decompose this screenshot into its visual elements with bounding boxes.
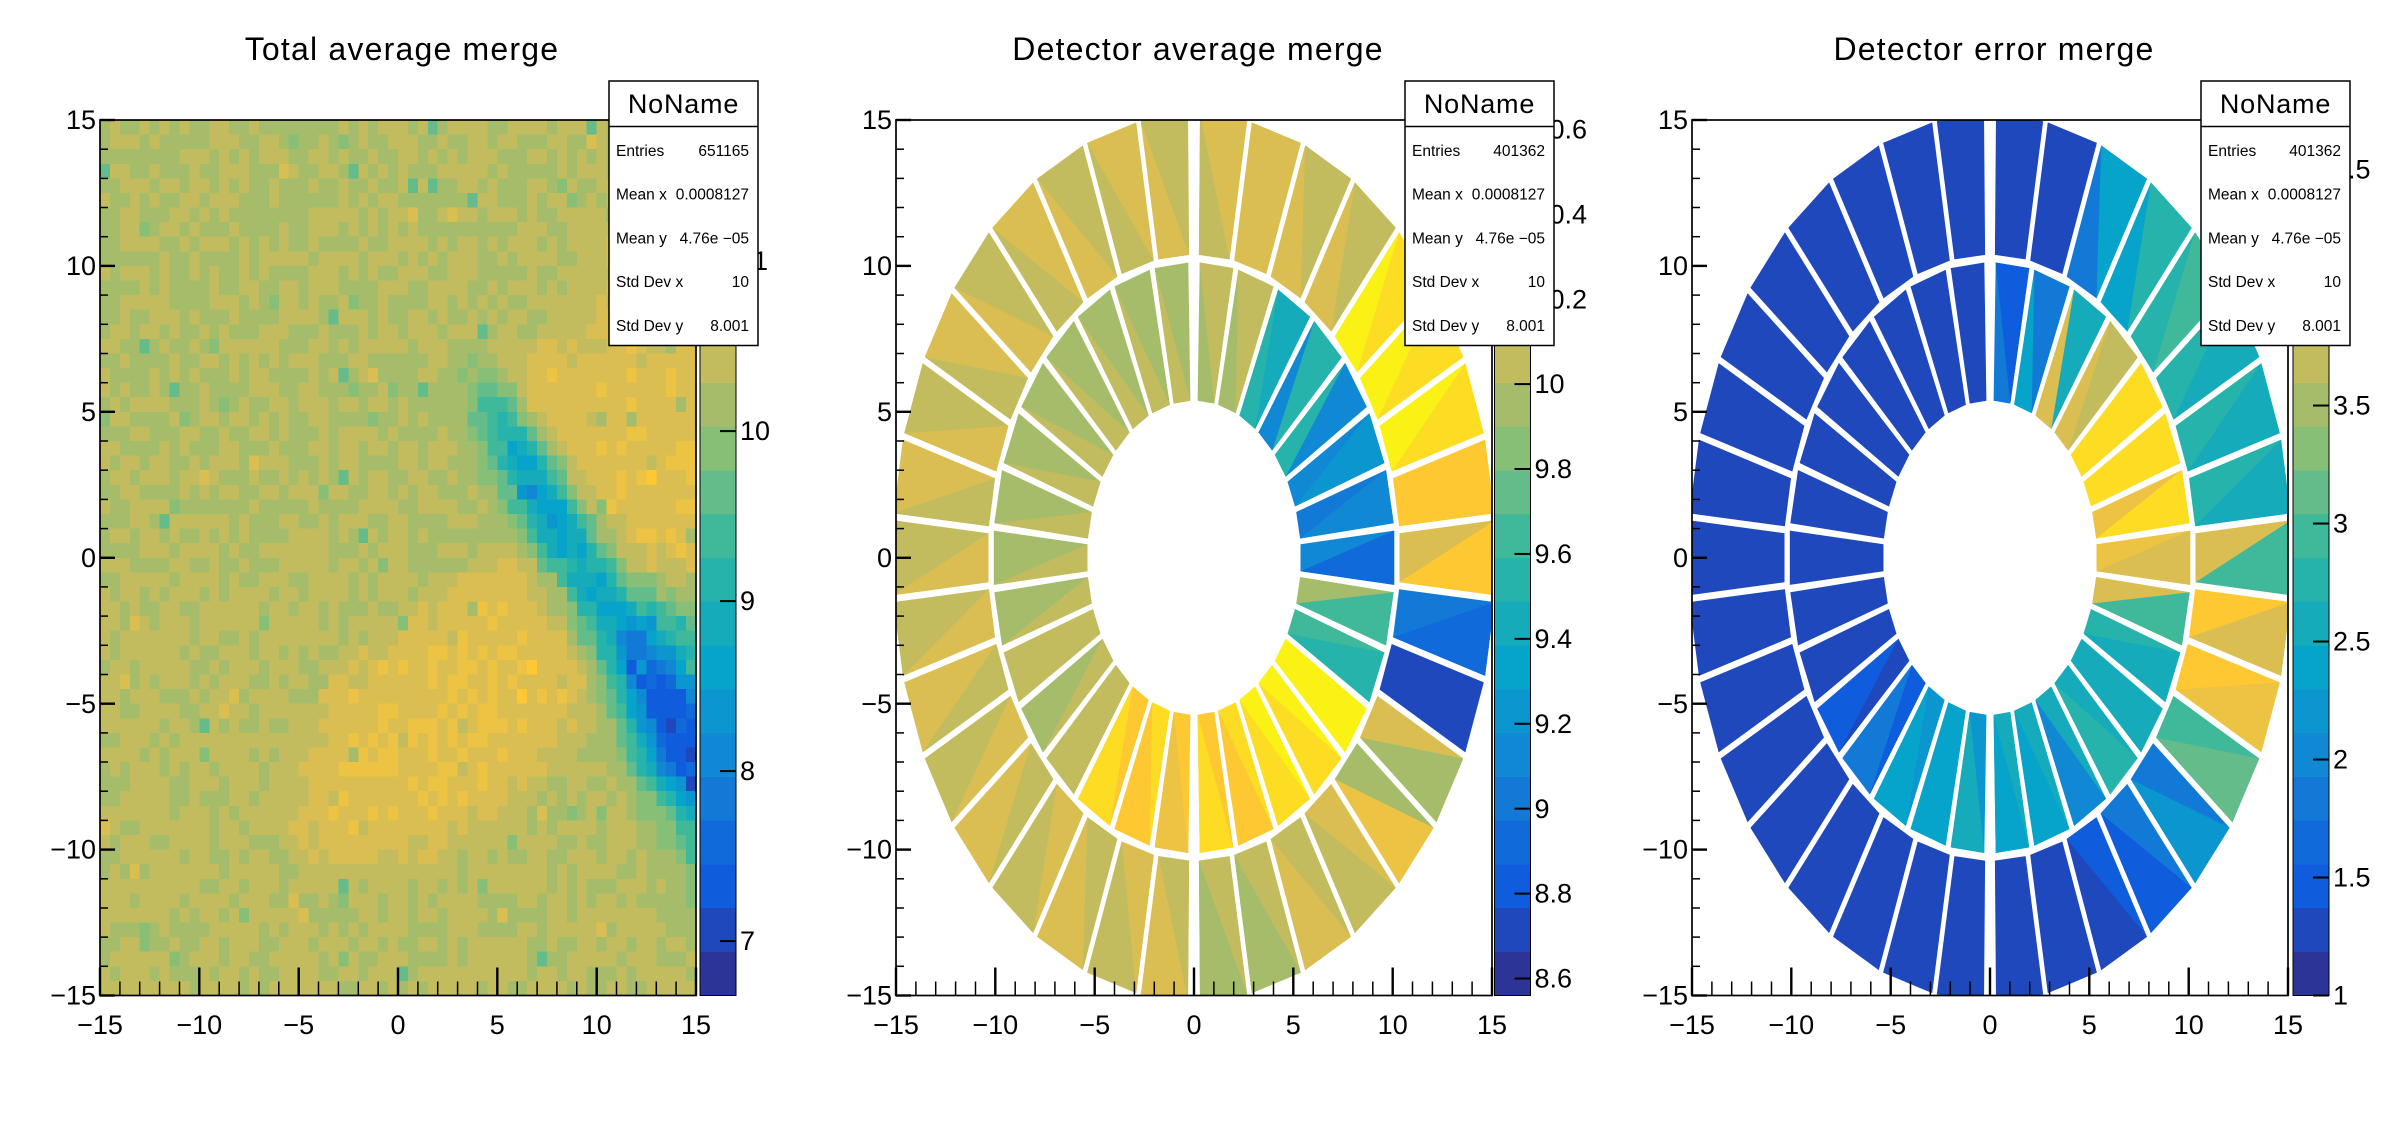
svg-text:−10: −10 xyxy=(846,835,892,865)
svg-text:NoName: NoName xyxy=(1424,89,1535,119)
svg-text:−5: −5 xyxy=(1079,1010,1110,1040)
svg-text:10: 10 xyxy=(2174,1010,2204,1040)
svg-text:Mean x: Mean x xyxy=(616,187,667,204)
svg-text:15: 15 xyxy=(1477,1010,1507,1040)
svg-text:−5: −5 xyxy=(861,689,892,719)
svg-text:Std Dev y: Std Dev y xyxy=(1412,318,1479,335)
svg-text:Total average merge: Total average merge xyxy=(245,31,560,67)
svg-text:9.8: 9.8 xyxy=(1535,454,1573,484)
svg-text:Detector average merge: Detector average merge xyxy=(1012,31,1383,67)
svg-text:9.2: 9.2 xyxy=(1535,709,1573,739)
svg-text:2.5: 2.5 xyxy=(2333,627,2371,657)
svg-text:10: 10 xyxy=(740,416,770,446)
svg-text:0.0008127: 0.0008127 xyxy=(676,187,749,204)
svg-text:Std Dev x: Std Dev x xyxy=(2208,274,2275,291)
svg-text:5: 5 xyxy=(490,1010,505,1040)
svg-text:7: 7 xyxy=(740,926,755,956)
svg-text:−15: −15 xyxy=(1669,1010,1715,1040)
svg-text:1.5: 1.5 xyxy=(2333,863,2371,893)
svg-text:Mean x: Mean x xyxy=(2208,187,2259,204)
svg-text:−10: −10 xyxy=(972,1010,1018,1040)
svg-text:−15: −15 xyxy=(50,981,96,1011)
svg-text:Std Dev y: Std Dev y xyxy=(2208,318,2275,335)
svg-text:0.0008127: 0.0008127 xyxy=(2268,187,2341,204)
svg-text:9: 9 xyxy=(1535,794,1550,824)
svg-text:−15: −15 xyxy=(846,981,892,1011)
svg-text:0: 0 xyxy=(877,543,892,573)
svg-text:8.001: 8.001 xyxy=(2302,318,2341,335)
svg-text:−15: −15 xyxy=(1642,981,1688,1011)
svg-text:8.6: 8.6 xyxy=(1535,964,1573,994)
svg-text:0: 0 xyxy=(1186,1010,1201,1040)
svg-text:5: 5 xyxy=(1673,397,1688,427)
svg-text:5: 5 xyxy=(81,397,96,427)
svg-text:Entries: Entries xyxy=(2208,143,2256,160)
svg-text:651165: 651165 xyxy=(698,143,749,160)
svg-text:2: 2 xyxy=(2333,745,2348,775)
svg-text:0: 0 xyxy=(390,1010,405,1040)
svg-text:5: 5 xyxy=(1286,1010,1301,1040)
svg-text:−10: −10 xyxy=(1768,1010,1814,1040)
svg-text:−5: −5 xyxy=(1875,1010,1906,1040)
svg-text:3: 3 xyxy=(2333,509,2348,539)
svg-text:−10: −10 xyxy=(176,1010,222,1040)
svg-text:10: 10 xyxy=(732,274,750,291)
svg-text:3.5: 3.5 xyxy=(2333,391,2371,421)
svg-text:10: 10 xyxy=(1528,274,1546,291)
svg-text:10: 10 xyxy=(862,251,892,281)
svg-text:−15: −15 xyxy=(77,1010,123,1040)
svg-text:0: 0 xyxy=(1982,1010,1997,1040)
svg-text:Mean y: Mean y xyxy=(1412,230,1463,247)
svg-text:8.001: 8.001 xyxy=(710,318,749,335)
svg-text:0: 0 xyxy=(1673,543,1688,573)
svg-text:0: 0 xyxy=(81,543,96,573)
svg-text:0.0008127: 0.0008127 xyxy=(1472,187,1545,204)
svg-text:8: 8 xyxy=(740,756,755,786)
svg-text:−5: −5 xyxy=(65,689,96,719)
svg-text:401362: 401362 xyxy=(1493,143,1545,160)
svg-text:Std Dev y: Std Dev y xyxy=(616,318,683,335)
svg-text:−5: −5 xyxy=(1657,689,1688,719)
svg-text:10: 10 xyxy=(2324,274,2342,291)
svg-text:NoName: NoName xyxy=(2220,89,2331,119)
svg-text:15: 15 xyxy=(681,1010,711,1040)
svg-text:15: 15 xyxy=(862,105,892,135)
svg-text:10: 10 xyxy=(582,1010,612,1040)
svg-text:Mean y: Mean y xyxy=(616,230,667,247)
svg-text:10: 10 xyxy=(1658,251,1688,281)
svg-text:−5: −5 xyxy=(283,1010,314,1040)
svg-text:8.001: 8.001 xyxy=(1506,318,1545,335)
svg-text:Mean x: Mean x xyxy=(1412,187,1463,204)
svg-text:15: 15 xyxy=(2273,1010,2303,1040)
svg-text:1: 1 xyxy=(2333,981,2348,1011)
svg-text:Entries: Entries xyxy=(1412,143,1460,160)
svg-text:Std Dev x: Std Dev x xyxy=(616,274,683,291)
svg-text:15: 15 xyxy=(66,105,96,135)
svg-text:Std Dev x: Std Dev x xyxy=(1412,274,1479,291)
svg-text:5: 5 xyxy=(877,397,892,427)
svg-text:10: 10 xyxy=(1378,1010,1408,1040)
svg-text:9.6: 9.6 xyxy=(1535,539,1573,569)
svg-text:−10: −10 xyxy=(1642,835,1688,865)
svg-text:10: 10 xyxy=(1535,369,1565,399)
svg-text:9: 9 xyxy=(740,586,755,616)
svg-text:15: 15 xyxy=(1658,105,1688,135)
svg-text:4.76e −05: 4.76e −05 xyxy=(680,230,749,247)
svg-text:Entries: Entries xyxy=(616,143,664,160)
svg-text:5: 5 xyxy=(2082,1010,2097,1040)
svg-text:Mean y: Mean y xyxy=(2208,230,2259,247)
svg-text:10: 10 xyxy=(66,251,96,281)
svg-text:NoName: NoName xyxy=(628,89,739,119)
svg-text:8.8: 8.8 xyxy=(1535,879,1573,909)
svg-text:Detector error merge: Detector error merge xyxy=(1834,31,2155,67)
svg-text:−10: −10 xyxy=(50,835,96,865)
svg-text:4.76e −05: 4.76e −05 xyxy=(2272,230,2341,247)
svg-text:−15: −15 xyxy=(873,1010,919,1040)
svg-text:401362: 401362 xyxy=(2289,143,2341,160)
svg-text:4.76e −05: 4.76e −05 xyxy=(1476,230,1545,247)
svg-text:9.4: 9.4 xyxy=(1535,624,1573,654)
